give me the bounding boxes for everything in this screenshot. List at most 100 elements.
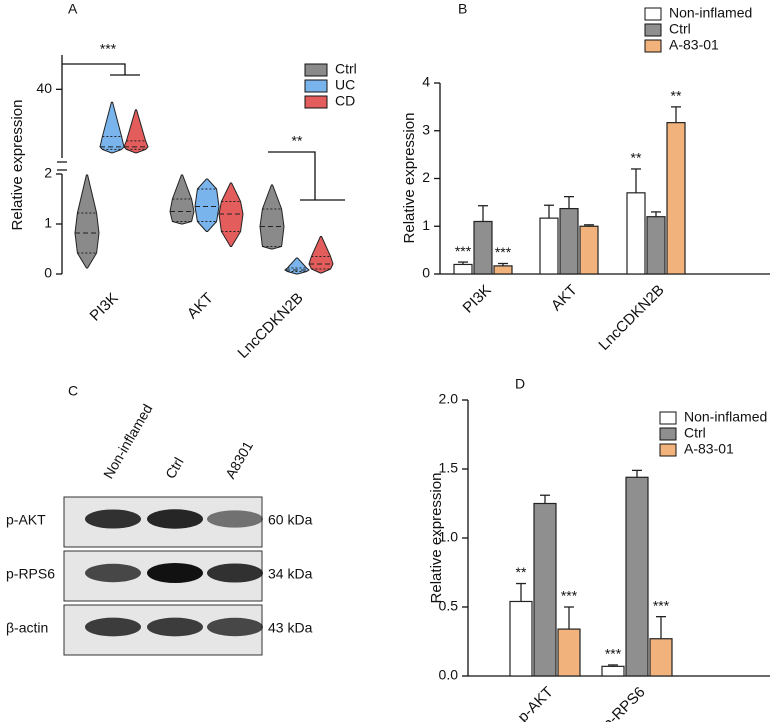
bar	[626, 192, 646, 275]
significance: ***	[455, 243, 472, 259]
blot-band	[85, 617, 141, 637]
violin	[194, 178, 220, 232]
significance: **	[516, 564, 527, 580]
significance: ***	[605, 646, 622, 662]
y-tick-label: 2	[44, 165, 52, 181]
y-tick-label: 2.0	[439, 391, 459, 407]
legend-swatch	[659, 411, 677, 425]
bar	[453, 263, 473, 275]
blot-band	[85, 563, 141, 583]
x-tick-label: PI3K	[87, 290, 122, 325]
legend-label: Non-inflamed	[669, 5, 752, 21]
size-label: 34 kDa	[268, 566, 313, 582]
bar	[666, 122, 686, 275]
x-tick-label: p-RPS6	[599, 684, 648, 722]
x-tick-label: LncCDKN2B	[595, 282, 667, 354]
legend-swatch	[304, 79, 328, 93]
legend-swatch	[644, 23, 662, 37]
panel-letter: B	[458, 1, 467, 17]
y-tick-label: 4	[422, 74, 430, 90]
y-axis-label: Relative expression	[9, 100, 26, 231]
panel-letter: A	[68, 1, 78, 17]
row-label: β-actin	[6, 620, 48, 636]
y-tick-label: 1.0	[439, 529, 459, 545]
violin	[259, 184, 285, 250]
bar	[473, 220, 493, 275]
legend-label: UC	[335, 77, 355, 93]
y-tick-label: 1	[44, 215, 52, 231]
violin	[74, 174, 100, 269]
y-axis-label: Relative expression	[428, 473, 445, 604]
legend-swatch	[659, 427, 677, 441]
bar	[559, 207, 579, 275]
y-tick-label: 2	[422, 169, 430, 185]
y-tick-label: 40	[36, 80, 52, 96]
blot-band	[147, 617, 203, 637]
significance: ***	[653, 597, 670, 613]
row-label: p-RPS6	[6, 566, 55, 582]
bar	[649, 638, 673, 677]
legend-label: Ctrl	[335, 61, 357, 77]
legend-swatch	[304, 63, 328, 77]
significance: **	[292, 133, 303, 149]
bar	[509, 600, 533, 677]
legend-label: Ctrl	[684, 425, 706, 441]
y-tick-label: 1.5	[439, 460, 459, 476]
bar	[579, 225, 599, 275]
significance: ***	[495, 244, 512, 260]
legend-swatch	[644, 7, 662, 21]
significance: ***	[100, 41, 117, 57]
size-label: 60 kDa	[268, 512, 313, 528]
legend-swatch	[659, 443, 677, 457]
panel-letter: D	[515, 376, 525, 392]
bracket	[268, 151, 345, 201]
bar	[625, 476, 649, 677]
y-axis-label: Relative expression	[401, 113, 418, 244]
bracket	[62, 63, 140, 76]
legend-label: CD	[335, 93, 355, 109]
blot-band	[85, 509, 141, 529]
significance: **	[631, 150, 642, 166]
lane-label: A8301	[222, 438, 256, 481]
violin	[99, 101, 125, 154]
violin	[218, 182, 244, 247]
y-tick-label: 0	[422, 265, 430, 281]
y-tick-label: 0.5	[439, 598, 459, 614]
x-tick-label: AKT	[548, 282, 581, 315]
x-tick-label: AKT	[184, 290, 217, 323]
legend-swatch	[304, 95, 328, 109]
bar	[557, 628, 581, 677]
x-tick-label: p-AKT	[515, 684, 557, 722]
blot-band	[207, 510, 263, 528]
bar	[601, 665, 625, 677]
row-label: p-AKT	[6, 512, 46, 528]
violin	[123, 109, 149, 154]
legend-swatch	[644, 39, 662, 53]
legend-label: Non-inflamed	[684, 409, 767, 425]
significance: **	[671, 88, 682, 104]
x-tick-label: PI3K	[460, 282, 495, 317]
violin	[308, 236, 334, 274]
lane-label: Non-inflamed	[100, 401, 155, 481]
y-tick-label: 0.0	[439, 667, 459, 683]
legend-label: Ctrl	[669, 21, 691, 37]
x-tick-label: LncCDKN2B	[234, 290, 306, 362]
legend-label: A-83-01	[684, 441, 734, 457]
bar	[533, 502, 557, 677]
lane-label: Ctrl	[162, 454, 187, 481]
blot-band	[207, 617, 263, 637]
axis-break	[57, 161, 67, 171]
y-tick-label: 1	[422, 217, 430, 233]
y-tick-label: 3	[422, 121, 430, 137]
legend-label: A-83-01	[669, 37, 719, 53]
panel-letter: C	[68, 383, 78, 399]
bar	[539, 217, 559, 275]
size-label: 43 kDa	[268, 620, 313, 636]
blot-band	[147, 563, 203, 583]
bar	[493, 265, 513, 275]
blot-band	[147, 509, 203, 529]
blot-band	[207, 563, 263, 583]
significance: ***	[561, 588, 578, 604]
bar	[646, 216, 666, 275]
